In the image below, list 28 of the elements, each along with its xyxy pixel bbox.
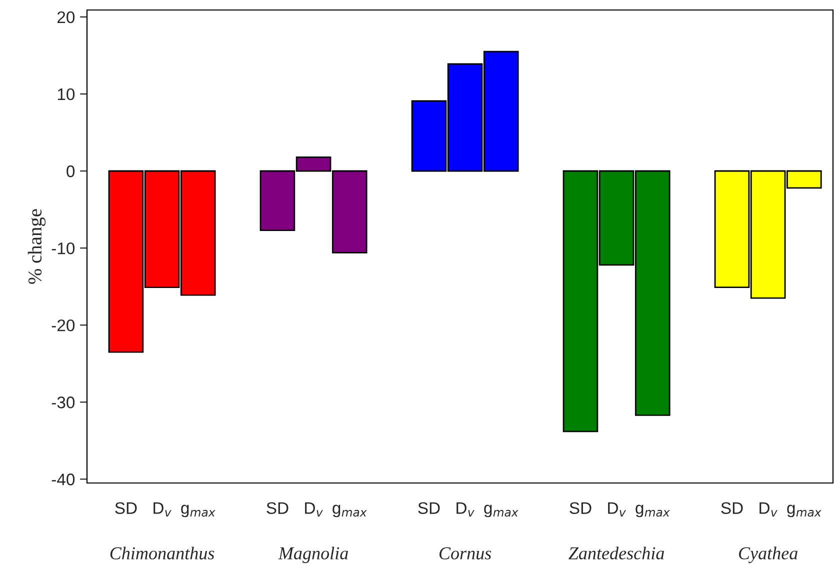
- y-tick-label: -20: [52, 319, 75, 332]
- x-tick-label: g$_{max}$: [787, 504, 822, 518]
- x-tick-label: D$_{v}$: [154, 502, 172, 517]
- y-axis-title: % change: [28, 209, 46, 284]
- x-tick-label: g$_{max}$: [181, 504, 216, 518]
- text: Cornus: [439, 547, 492, 560]
- text: Chimonanthus: [110, 546, 214, 560]
- x-tick-label: SD: [418, 502, 440, 514]
- x-tick-label: D$_{v}$: [608, 502, 626, 517]
- y-tick-label: 0: [66, 165, 75, 178]
- x-tick-label: D$_{v}$: [760, 502, 778, 517]
- x-tick-label: D$_{v}$: [305, 502, 323, 517]
- y-tick-label: 20: [57, 11, 75, 24]
- x-tick-label: SD: [570, 502, 592, 514]
- y-tick-label: 10: [58, 88, 75, 100]
- x-tick-label: SD: [266, 502, 288, 514]
- text: Cyathea: [738, 546, 798, 564]
- y-tick-label: -10: [52, 242, 75, 254]
- x-tick-label: SD: [115, 502, 137, 514]
- x-tick-label: SD: [721, 502, 743, 514]
- x-tick-label: g$_{max}$: [484, 504, 518, 518]
- y-tick-label: -40: [52, 474, 75, 486]
- x-tick-label: g$_{max}$: [636, 504, 670, 518]
- text: Magnolia: [278, 546, 348, 564]
- y-tick-label: -30: [52, 396, 75, 408]
- text: Zantedeschia: [568, 546, 664, 560]
- x-tick-label: D$_{v}$: [456, 502, 474, 517]
- x-tick-label: g$_{max}$: [332, 504, 367, 518]
